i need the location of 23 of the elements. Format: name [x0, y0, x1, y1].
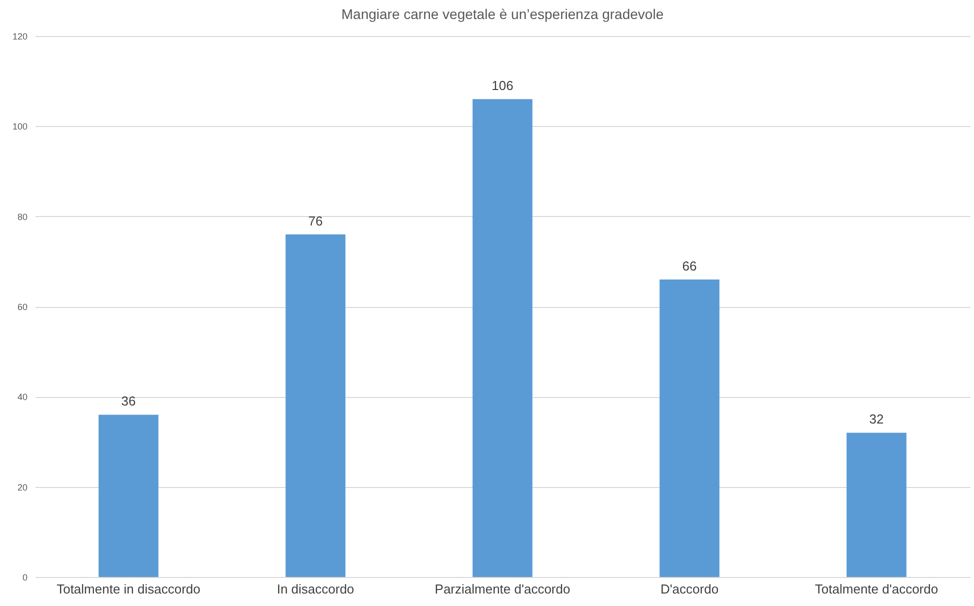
y-tick-label: 100	[12, 122, 28, 132]
bar	[98, 414, 158, 577]
y-tick-label: 40	[17, 392, 28, 402]
data-label: 32	[869, 412, 884, 427]
data-label: 106	[492, 78, 514, 94]
y-tick-label: 60	[17, 302, 28, 312]
x-tick-label: D'accordo	[660, 582, 719, 596]
bar	[660, 279, 720, 577]
x-tick-label: Totalmente d'accordo	[814, 582, 938, 596]
x-tick-label: Totalmente in disaccordo	[56, 582, 200, 596]
chart-title: Mangiare carne vegetale è un’esperienza gradevole	[341, 6, 664, 22]
bar	[286, 234, 346, 577]
y-tick-label: 80	[17, 212, 28, 222]
data-label: 76	[308, 213, 323, 228]
data-label: 66	[682, 258, 697, 274]
x-tick-label: Parzialmente d'accordo	[434, 582, 570, 596]
y-tick-label: 120	[12, 32, 28, 42]
x-tick-label: In disaccordo	[276, 582, 354, 596]
bar	[846, 432, 906, 577]
y-tick-label: 0	[22, 572, 28, 582]
data-label: 36	[121, 394, 136, 409]
y-tick-label: 20	[17, 482, 28, 492]
bar	[472, 99, 532, 577]
